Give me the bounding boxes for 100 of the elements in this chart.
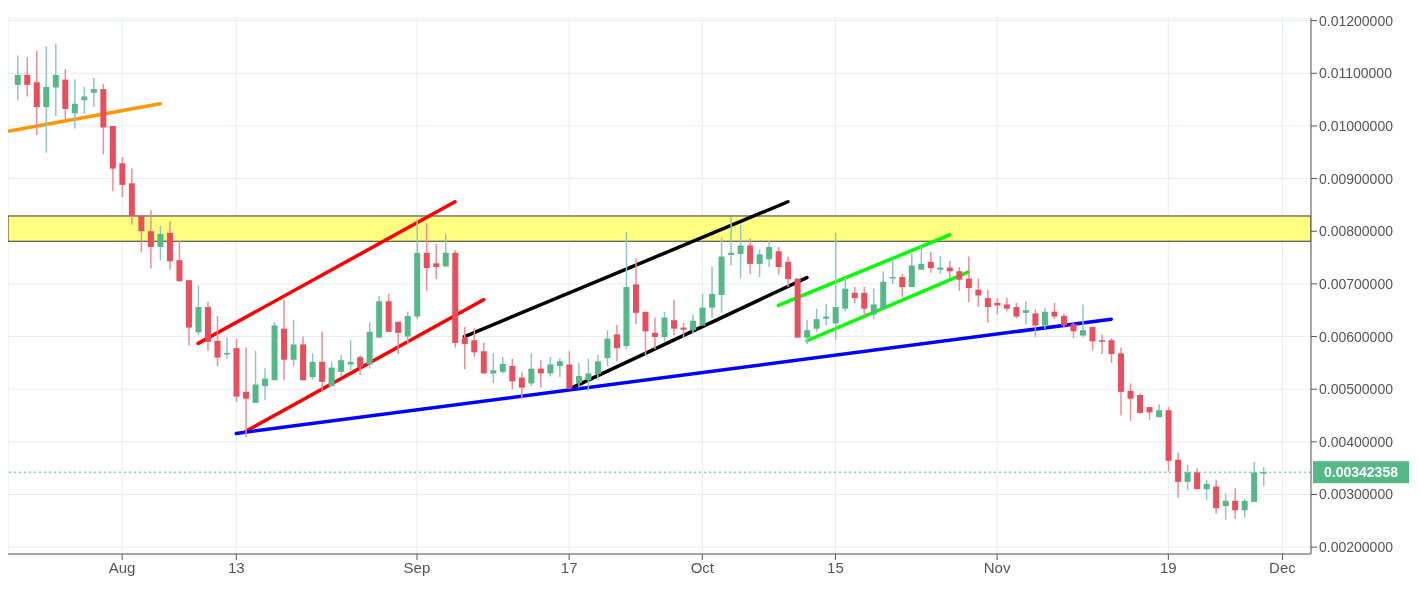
y-tick-label: 0.00700000 [1319,275,1394,292]
candlestick [1022,300,1029,326]
candlestick [1032,308,1039,338]
candlestick [547,356,554,378]
candlestick [243,346,250,438]
candlestick [594,354,601,381]
candlestick [699,293,706,327]
x-tick-label: 19 [1159,558,1177,576]
candlestick [899,273,906,298]
x-tick-label: 13 [227,558,245,576]
candlestick [442,233,449,268]
y-tick-label: 0.01100000 [1319,65,1393,82]
candlestick [756,248,763,278]
candlestick [1203,479,1210,501]
candlestick [1232,487,1239,520]
candlestick [823,303,830,327]
candlestick [690,313,697,335]
candlestick [1241,497,1248,519]
candlestick [908,252,915,288]
candlestick [319,331,326,393]
candlestick [1099,333,1105,355]
y-tick-label: 0.01000000 [1319,117,1394,134]
y-tick-label: 0.00900000 [1319,170,1394,187]
candlestick [52,43,59,117]
candlestick [290,318,297,367]
candlestick [119,156,126,198]
candlestick [1175,451,1182,499]
candlestick [24,56,31,98]
candlestick [71,78,78,130]
candlestick [138,215,145,254]
y-tick-label: 0.00300000 [1319,486,1394,503]
candlestick [556,357,563,378]
candlestick [1089,326,1096,351]
x-tick-label: Dec [1269,558,1297,576]
x-tick-label: 15 [827,558,844,576]
candlestick [309,352,316,381]
candlestick [965,255,972,304]
candlestick [480,342,487,375]
candlestick [671,298,678,337]
candlestick [262,367,269,402]
candlestick [471,327,478,358]
candlestick [357,354,364,376]
candlestick [147,209,154,270]
candlestick [861,286,868,317]
candlestick [785,255,792,288]
candlestick [575,362,582,389]
candlestick [813,307,820,333]
candlestick [433,243,440,280]
candlestick [1137,393,1144,415]
y-tick-label: 0.00200000 [1319,539,1394,556]
candlestick [1108,337,1115,364]
x-tick-label: Oct [690,558,715,576]
candlestick [423,222,430,292]
y-tick-label: 0.00800000 [1319,223,1394,240]
candlestick [14,54,21,101]
candlestick [737,224,744,279]
candlestick [642,311,649,357]
candlestick [651,316,658,350]
candlestick [766,239,773,268]
candlestick [918,245,925,271]
x-tick-label: 17 [560,558,578,576]
ref-line-label: 0.00342358 [1324,464,1399,481]
candlestick [518,371,525,400]
candlestick [328,361,335,388]
candlestick [1127,382,1134,422]
candlestick [81,86,88,115]
candlestick [956,266,963,292]
candlestick [395,321,402,355]
candlestick [338,354,345,378]
y-tick-label: 0.00500000 [1319,381,1394,398]
candlestick [1222,492,1229,521]
candlestick [90,77,97,108]
x-tick-label: Sep [403,558,431,576]
candlestick [661,311,668,343]
candlestick [775,246,782,276]
candlestick [1041,306,1048,330]
y-tick-label: 0.00600000 [1319,328,1394,345]
candlestick [1213,479,1220,515]
candlestick [176,240,183,283]
candlestick [613,324,620,363]
candlestick [747,237,754,275]
y-tick-label: 0.00400000 [1319,433,1394,450]
candlestick [604,329,611,367]
candlestick [889,257,896,285]
candlestick [157,225,164,261]
candlestick [252,350,259,404]
candlestick [461,326,468,370]
candlestick [984,288,991,324]
candlestick [1079,303,1086,339]
candlestick [728,216,735,267]
candlestick [927,251,934,274]
candlestick [509,357,516,390]
candlestick [404,311,411,346]
candlestick [804,318,811,345]
candlestick [832,232,839,341]
candlestick [870,287,877,320]
candlestick [214,315,221,367]
candlestick [528,352,535,387]
candlestick [43,45,50,154]
candlestick [490,352,497,384]
